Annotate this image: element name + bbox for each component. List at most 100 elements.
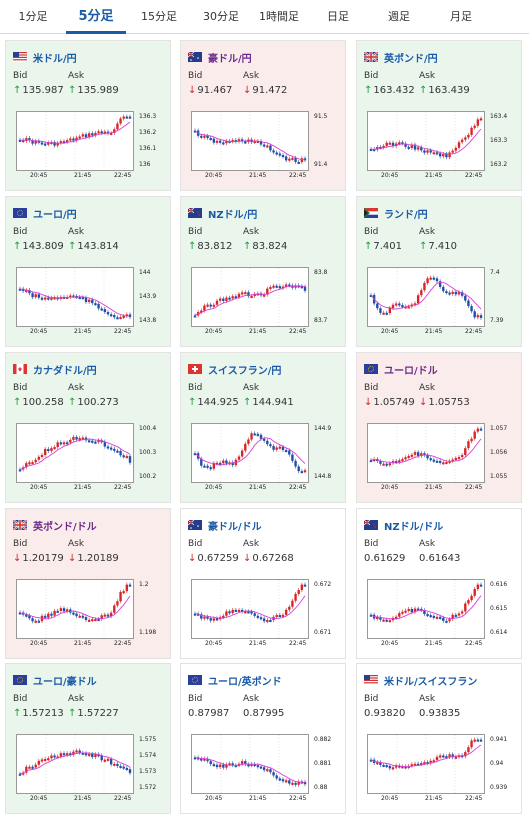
chart-plot-area: [16, 423, 134, 483]
card-header[interactable]: 米ドル/スイスフラン: [363, 672, 477, 688]
bid-label: Bid: [188, 227, 203, 237]
mini-candle-chart[interactable]: 91.5 91.4 20:45 21:45 22:45: [191, 111, 341, 183]
mini-candle-chart[interactable]: 163.4 163.3 163.2 20:45 21:45 22:45: [367, 111, 517, 183]
tab-15min[interactable]: 15分足: [141, 10, 177, 23]
rate-card[interactable]: ユーロ/英ポンド Bid Ask 0.87987 0.87995 0.882 0.881 0.…: [180, 663, 346, 814]
rate-card[interactable]: ユーロ/ドル Bid Ask ↓1.05749 ↓1.05753 1.057 1.056 1.…: [356, 352, 522, 503]
currency-pair-link[interactable]: カナダドル/円: [33, 365, 97, 377]
currency-pair-link[interactable]: ユーロ/英ポンド: [208, 676, 282, 688]
eu-us-flag-icon: [364, 364, 378, 374]
currency-pair-link[interactable]: ユーロ/円: [33, 209, 77, 221]
rate-card[interactable]: ユーロ/豪ドル Bid Ask ↑1.57213 ↑1.57227 1.575 1.574 1…: [5, 663, 171, 814]
rate-card[interactable]: スイスフラン/円 Bid Ask ↑144.925 ↑144.941 144.9 144.8…: [180, 352, 346, 503]
candle-body: [385, 619, 388, 622]
candle-body: [240, 609, 244, 612]
rate-card[interactable]: NZドル/ドル Bid Ask 0.61629 0.61643 0.616 0.615 0.6…: [356, 508, 522, 659]
card-header[interactable]: 米ドル/円: [12, 49, 77, 65]
card-header[interactable]: 豪ドル/ドル: [187, 517, 262, 533]
tab-5min[interactable]: 5分足: [66, 0, 126, 34]
card-header[interactable]: NZドル/ドル: [363, 517, 443, 533]
candle-body: [62, 608, 66, 612]
candle-body: [109, 758, 113, 765]
mini-candle-chart[interactable]: 0.941 0.94 0.939 20:45 21:45 22:45: [367, 734, 517, 806]
candle-body: [376, 303, 379, 309]
mini-candle-chart[interactable]: 144.9 144.8 20:45 21:45 22:45: [191, 423, 341, 495]
mini-candle-chart[interactable]: 0.882 0.881 0.88 20:45 21:45 22:45: [191, 734, 341, 806]
rate-card[interactable]: 米ドル/円 Bid Ask ↑135.987 ↑135.989 136.3 136.2 136…: [5, 40, 171, 191]
ask-value: 135.989: [77, 85, 119, 96]
card-header[interactable]: ユーロ/豪ドル: [12, 672, 97, 688]
currency-pair-link[interactable]: 豪ドル/ドル: [208, 521, 262, 533]
mini-candle-chart[interactable]: 136.3 136.2 136.1 136 20:45 21:45 22:45: [16, 111, 166, 183]
rate-card[interactable]: 豪ドル/円 Bid Ask ↓91.467 ↓91.472 91.5 91.4 20:45 21…: [180, 40, 346, 191]
rate-card[interactable]: 英ポンド/ドル Bid Ask ↓1.20179 ↓1.20189 1.2 1.198 20:…: [5, 508, 171, 659]
currency-pair-link[interactable]: 豪ドル/円: [208, 53, 252, 65]
card-header[interactable]: ユーロ/英ポンド: [187, 672, 282, 688]
tab-daily[interactable]: 日足: [327, 10, 349, 23]
currency-pair-link[interactable]: ランド/円: [384, 209, 428, 221]
ask-label: Ask: [419, 694, 436, 704]
card-header[interactable]: ランド/円: [363, 205, 428, 221]
mini-candle-chart[interactable]: 0.672 0.671 20:45 21:45 22:45: [191, 579, 341, 651]
mini-candle-chart[interactable]: 83.8 83.7 20:45 21:45 22:45: [191, 267, 341, 339]
currency-pair-link[interactable]: 米ドル/スイスフラン: [384, 676, 478, 688]
tab-1hour[interactable]: 1時間足: [259, 10, 299, 23]
candle-body: [479, 428, 483, 431]
card-header[interactable]: カナダドル/円: [12, 361, 97, 377]
currency-pair-link[interactable]: 米ドル/円: [33, 53, 77, 65]
mini-candle-chart[interactable]: 0.616 0.615 0.614 20:45 21:45 22:45: [367, 579, 517, 651]
currency-pair-link[interactable]: ユーロ/豪ドル: [33, 676, 97, 688]
rate-card[interactable]: カナダドル/円 Bid Ask ↑100.258 ↑100.273 100.4 100.3 1…: [5, 352, 171, 503]
rate-card[interactable]: ランド/円 Bid Ask ↑7.401 ↑7.410 7.4 7.39 20:45 21:45…: [356, 196, 522, 347]
currency-pair-link[interactable]: 英ポンド/円: [384, 53, 438, 65]
rate-card[interactable]: 米ドル/スイスフラン Bid Ask 0.93820 0.93835 0.941 0.94 0…: [356, 663, 522, 814]
ask-value: 7.410: [428, 241, 458, 252]
tab-30min[interactable]: 30分足: [203, 10, 239, 23]
mini-candle-chart[interactable]: 1.057 1.056 1.055 20:45 21:45 22:45: [367, 423, 517, 495]
card-header[interactable]: NZドル/円: [187, 205, 257, 221]
candle-body: [40, 297, 44, 300]
rate-card[interactable]: ユーロ/円 Bid Ask ↑143.809 ↑143.814 144 143.9 143.8…: [5, 196, 171, 347]
y-tick-label: 100.3: [139, 449, 157, 456]
x-tick-label: 21:45: [249, 484, 267, 491]
ask-label: Ask: [243, 227, 260, 237]
candle-body: [196, 613, 200, 616]
card-header[interactable]: 英ポンド/円: [363, 49, 438, 65]
mini-candle-chart[interactable]: 1.2 1.198 20:45 21:45 22:45: [16, 579, 166, 651]
tab-1min[interactable]: 1分足: [18, 10, 48, 23]
card-header[interactable]: 英ポンド/ドル: [12, 517, 97, 533]
bid-value: 135.987: [22, 85, 64, 96]
candle-body: [200, 458, 203, 466]
card-header[interactable]: スイスフラン/円: [187, 361, 281, 377]
candle-body: [87, 619, 91, 622]
candle-body: [438, 616, 442, 619]
down-arrow-icon: ↓: [243, 85, 252, 96]
card-header[interactable]: 豪ドル/円: [187, 49, 252, 65]
mini-candle-chart[interactable]: 144 143.9 143.8 20:45 21:45 22:45: [16, 267, 166, 339]
rate-card[interactable]: NZドル/円 Bid Ask ↑83.812 ↑83.824 83.8 83.7 20:45 2…: [180, 196, 346, 347]
currency-pair-link[interactable]: NZドル/円: [208, 209, 258, 221]
x-tick-label: 21:45: [425, 172, 443, 179]
card-header[interactable]: ユーロ/円: [12, 205, 77, 221]
moving-average-line: [370, 128, 482, 155]
candle-body: [429, 277, 432, 280]
rate-card[interactable]: 英ポンド/円 Bid Ask ↑163.432 ↑163.439 163.4 163.3 16…: [356, 40, 522, 191]
candle-body: [379, 617, 382, 620]
tab-weekly[interactable]: 週足: [388, 10, 410, 23]
currency-pair-link[interactable]: 英ポンド/ドル: [33, 521, 97, 533]
candle-body: [47, 613, 50, 618]
card-header[interactable]: ユーロ/ドル: [363, 361, 438, 377]
mini-candle-chart[interactable]: 7.4 7.39 20:45 21:45 22:45: [367, 267, 517, 339]
candle-body: [404, 457, 407, 460]
bid-value-wrap: ↓1.20179: [13, 553, 64, 564]
currency-pair-link[interactable]: NZドル/ドル: [384, 521, 444, 533]
y-tick-label: 1.574: [139, 752, 157, 759]
mini-candle-chart[interactable]: 100.4 100.3 100.2 20:45 21:45 22:45: [16, 423, 166, 495]
mini-candle-chart[interactable]: 1.575 1.574 1.573 1.572 20:45 21:45 22:45: [16, 734, 166, 806]
bid-value: 0.87987: [188, 708, 230, 719]
tab-monthly[interactable]: 月足: [450, 10, 472, 23]
currency-pair-link[interactable]: ユーロ/ドル: [384, 365, 438, 377]
currency-pair-link[interactable]: スイスフラン/円: [208, 365, 282, 377]
rate-card[interactable]: 豪ドル/ドル Bid Ask ↓0.67259 ↓0.67268 0.672 0.671 20…: [180, 508, 346, 659]
y-tick-label: 0.672: [314, 581, 332, 588]
